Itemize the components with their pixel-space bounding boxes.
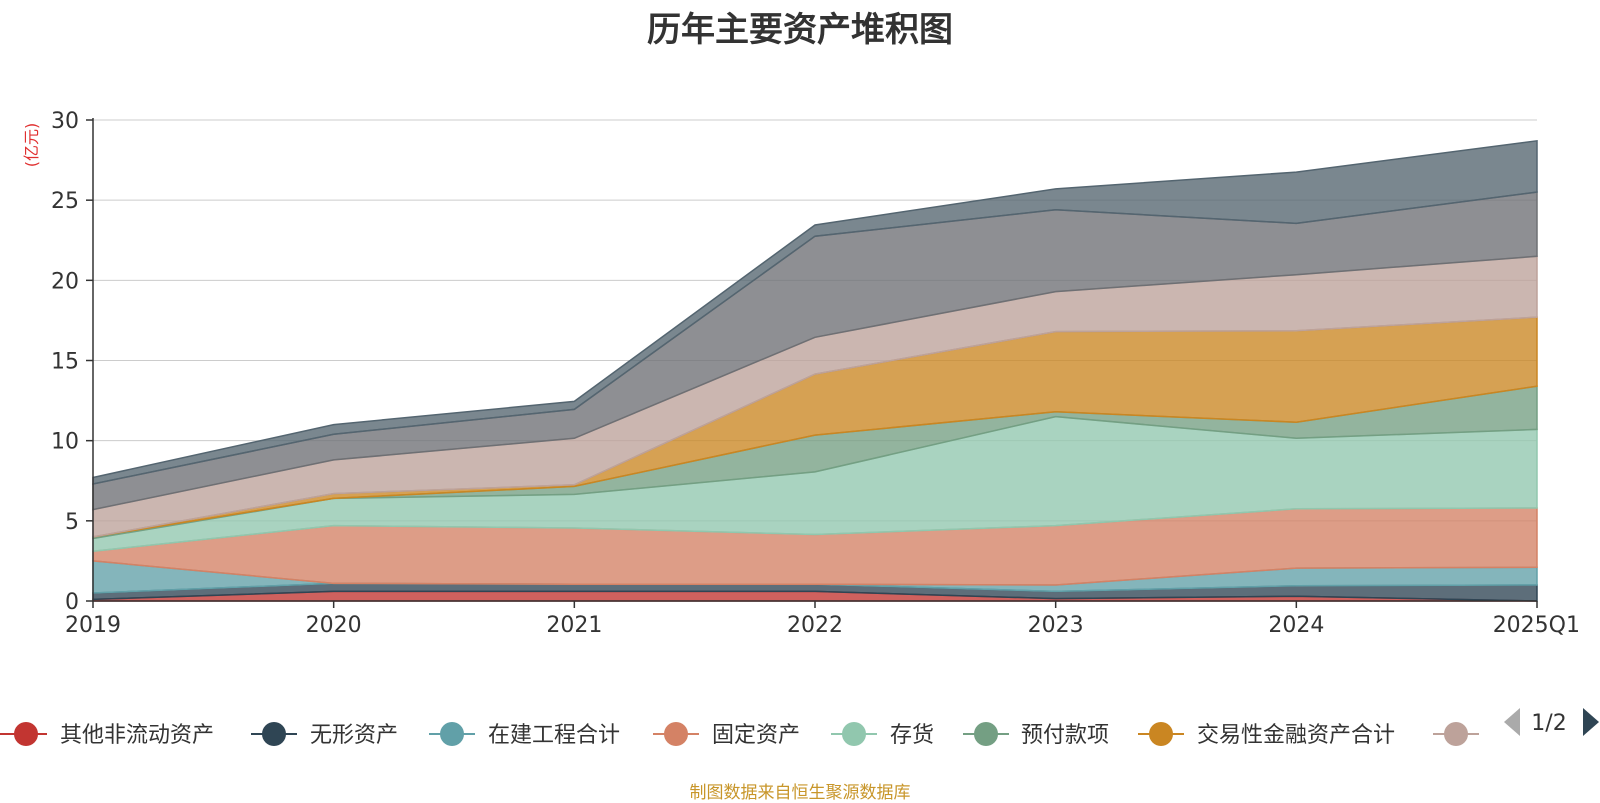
legend-item-2[interactable]: 无形资产 (251, 722, 398, 748)
legend-marker (262, 722, 286, 746)
legend-label: 固定资产 (712, 723, 800, 748)
y-axis-label: (亿元) (22, 123, 41, 168)
legend-item-7[interactable]: 交易性金融资产合计 (1138, 722, 1395, 748)
legend-marker (440, 722, 464, 746)
legend-marker (14, 722, 38, 746)
triangle-right-icon[interactable] (1583, 708, 1599, 736)
y-tick-label: 0 (65, 590, 79, 615)
triangle-left-icon[interactable] (1504, 708, 1520, 736)
legend-marker (1149, 722, 1173, 746)
y-tick-label: 10 (51, 430, 79, 455)
x-tick-label: 2021 (546, 613, 602, 638)
chart-title: 历年主要资产堆积图 (647, 10, 953, 50)
legend-pager: 1/2 (1504, 708, 1599, 736)
legend-item-1[interactable]: 其他非流动资产 (0, 722, 214, 748)
legend-marker (1444, 722, 1468, 746)
legend-label: 交易性金融资产合计 (1197, 723, 1395, 748)
x-tick-label: 2019 (65, 613, 121, 638)
y-tick-label: 15 (51, 350, 79, 375)
legend-item-6[interactable]: 预付款项 (963, 722, 1109, 748)
legend-label: 其他非流动资产 (60, 723, 214, 748)
legend-item-3[interactable]: 在建工程合计 (429, 722, 620, 748)
legend-marker (974, 722, 998, 746)
x-tick-label: 2023 (1028, 613, 1084, 638)
legend: 其他非流动资产 无形资产 在建工程合计 固定资产 存货 预付款项 交易性金融资产合计 (0, 722, 1479, 748)
legend-item-4[interactable]: 固定资产 (653, 722, 800, 748)
x-tick-label: 2025Q1 (1493, 613, 1580, 638)
legend-label: 存货 (890, 723, 934, 748)
legend-item-5[interactable]: 存货 (831, 722, 934, 748)
legend-label: 在建工程合计 (488, 723, 620, 748)
legend-label: 无形资产 (310, 723, 398, 748)
area-series (92, 139, 1538, 602)
legend-marker (842, 722, 866, 746)
x-tick-label: 2022 (787, 613, 843, 638)
y-tick-label: 20 (51, 269, 79, 294)
y-tick-label: 30 (51, 109, 79, 134)
area-series-10 (92, 139, 1538, 485)
legend-page-indicator: 1/2 (1531, 711, 1566, 736)
tick-labels: 0 5 10 15 20 25 30 2019 2020 2021 2022 2023 2024 2025… (51, 109, 1580, 638)
y-tick-label: 5 (65, 510, 79, 535)
legend-label: 预付款项 (1021, 723, 1109, 748)
legend-item-8[interactable] (1433, 722, 1479, 746)
legend-marker (664, 722, 688, 746)
x-tick-label: 2020 (306, 613, 362, 638)
x-tick-label: 2024 (1268, 613, 1324, 638)
y-tick-label: 25 (51, 189, 79, 214)
source-note: 制图数据来自恒生聚源数据库 (689, 783, 911, 803)
